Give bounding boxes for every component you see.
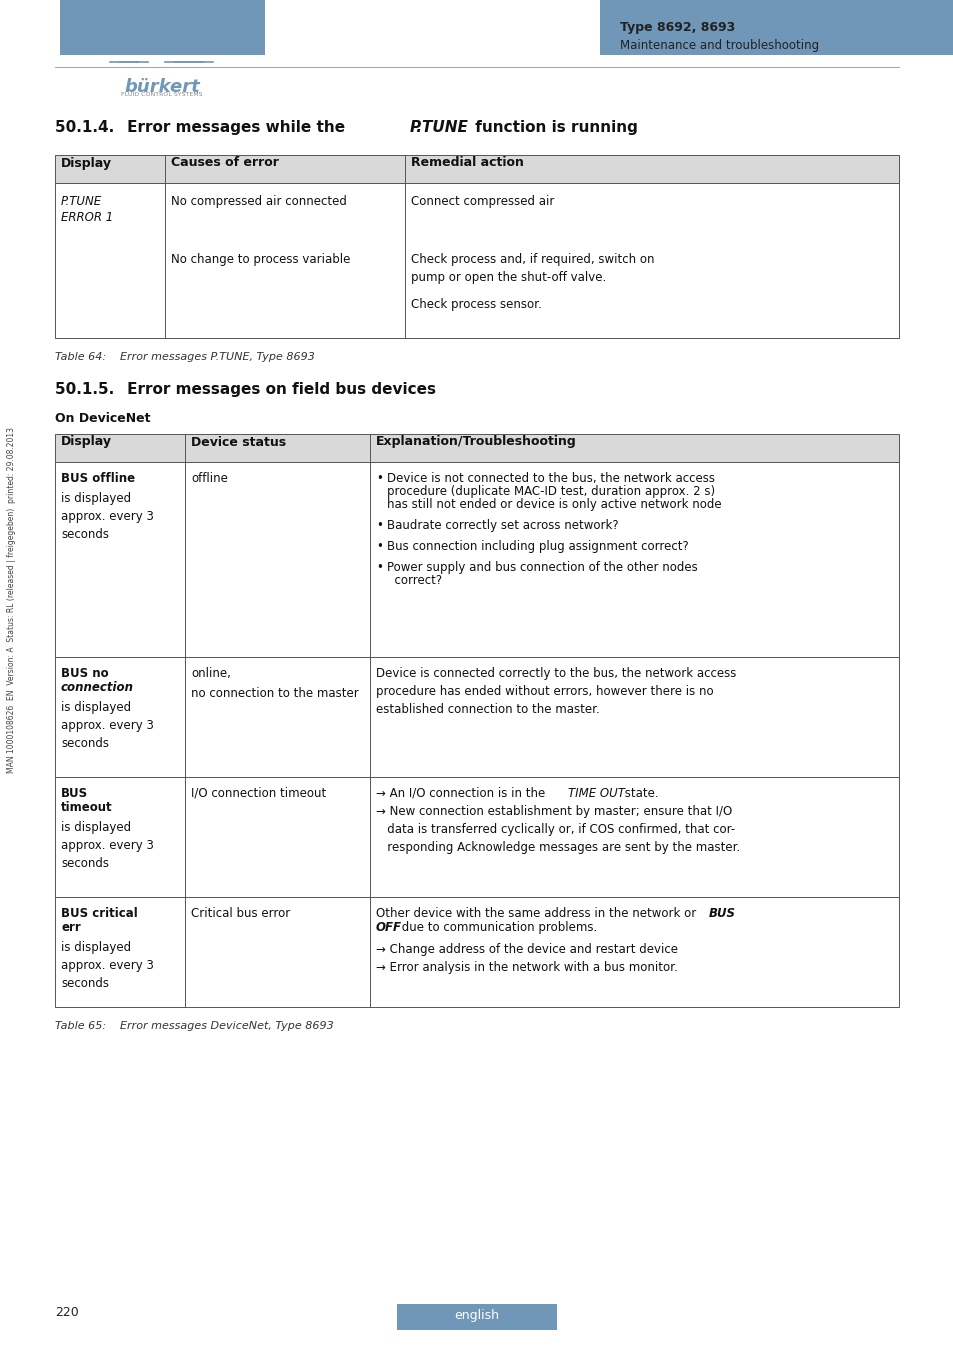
- Text: Check process and, if required, switch on
pump or open the shut-off valve.: Check process and, if required, switch o…: [411, 252, 654, 284]
- Text: 50.1.4.  Error messages while the: 50.1.4. Error messages while the: [55, 120, 350, 135]
- Text: connection: connection: [61, 680, 133, 694]
- Text: Baudrate correctly set across network?: Baudrate correctly set across network?: [387, 518, 618, 532]
- Text: function is running: function is running: [470, 120, 638, 135]
- Text: no connection to the master: no connection to the master: [191, 687, 358, 701]
- Bar: [55, 433, 898, 462]
- Text: Maintenance and troubleshooting: Maintenance and troubleshooting: [619, 39, 819, 51]
- Text: timeout: timeout: [61, 801, 112, 814]
- Text: err: err: [61, 921, 81, 934]
- Text: online,: online,: [191, 667, 231, 680]
- Bar: [55, 462, 898, 657]
- Text: Bus connection including plug assignment correct?: Bus connection including plug assignment…: [387, 540, 688, 553]
- Text: Critical bus error: Critical bus error: [191, 907, 290, 919]
- Text: BUS critical: BUS critical: [61, 907, 137, 919]
- Text: procedure (duplicate MAC-ID test, duration approx. 2 s): procedure (duplicate MAC-ID test, durati…: [387, 485, 715, 498]
- Text: Table 64:: Table 64:: [55, 352, 106, 362]
- Text: bürkert: bürkert: [124, 78, 200, 96]
- Text: offline: offline: [191, 472, 228, 485]
- Text: •: •: [375, 562, 382, 574]
- Text: Other device with the same address in the network or: Other device with the same address in th…: [375, 907, 700, 919]
- Text: → New connection establishment by master; ensure that I/O
   data is transferred: → New connection establishment by master…: [375, 805, 740, 855]
- Text: due to communication problems.: due to communication problems.: [397, 921, 597, 934]
- Text: BUS: BUS: [61, 787, 88, 801]
- Text: Display: Display: [61, 436, 112, 448]
- Text: correct?: correct?: [387, 574, 441, 587]
- Text: → Error analysis in the network with a bus monitor.: → Error analysis in the network with a b…: [375, 961, 677, 973]
- Text: •: •: [375, 472, 382, 485]
- Text: MAN 1000108626  EN  Version: A  Status: RL (released | freigegeben)  printed: 29: MAN 1000108626 EN Version: A Status: RL …: [8, 427, 16, 774]
- Text: TIME OUT: TIME OUT: [567, 787, 624, 801]
- Text: ERROR 1: ERROR 1: [61, 211, 113, 224]
- Text: is displayed
approx. every 3
seconds: is displayed approx. every 3 seconds: [61, 491, 153, 541]
- Text: BUS no: BUS no: [61, 667, 109, 680]
- Text: is displayed
approx. every 3
seconds: is displayed approx. every 3 seconds: [61, 821, 153, 869]
- Text: → Change address of the device and restart device: → Change address of the device and resta…: [375, 944, 678, 956]
- Text: OFF: OFF: [375, 921, 401, 934]
- Text: Power supply and bus connection of the other nodes: Power supply and bus connection of the o…: [387, 562, 697, 574]
- Text: I/O connection timeout: I/O connection timeout: [191, 787, 326, 801]
- Text: BUS: BUS: [708, 907, 735, 919]
- Text: Check process sensor.: Check process sensor.: [411, 298, 541, 311]
- Text: FLUID CONTROL SYSTEMS: FLUID CONTROL SYSTEMS: [121, 92, 203, 97]
- Text: Device is not connected to the bus, the network access: Device is not connected to the bus, the …: [387, 472, 714, 485]
- Text: has still not ended or device is only active network node: has still not ended or device is only ac…: [387, 498, 720, 512]
- Text: state.: state.: [620, 787, 658, 801]
- Text: P.TUNE: P.TUNE: [410, 120, 468, 135]
- Bar: [55, 657, 898, 778]
- Text: Table 65:: Table 65:: [55, 1021, 106, 1031]
- Bar: [55, 896, 898, 1007]
- Text: No change to process variable: No change to process variable: [171, 252, 350, 266]
- Text: Remedial action: Remedial action: [411, 157, 523, 170]
- Text: Explanation/Troubleshooting: Explanation/Troubleshooting: [375, 436, 577, 448]
- Text: On DeviceNet: On DeviceNet: [55, 412, 151, 425]
- Text: No compressed air connected: No compressed air connected: [171, 194, 347, 208]
- Text: Type 8692, 8693: Type 8692, 8693: [619, 22, 735, 35]
- Text: 220: 220: [55, 1305, 79, 1319]
- Text: is displayed
approx. every 3
seconds: is displayed approx. every 3 seconds: [61, 941, 153, 990]
- Bar: [55, 155, 898, 184]
- Text: Display: Display: [61, 157, 112, 170]
- Text: Causes of error: Causes of error: [171, 157, 278, 170]
- Bar: [599, 0, 953, 55]
- Text: Error messages P.TUNE, Type 8693: Error messages P.TUNE, Type 8693: [120, 352, 314, 362]
- Text: → An I/O connection is in the: → An I/O connection is in the: [375, 787, 548, 801]
- Text: Error messages DeviceNet, Type 8693: Error messages DeviceNet, Type 8693: [120, 1021, 334, 1031]
- Text: BUS offline: BUS offline: [61, 472, 135, 485]
- Bar: [396, 1304, 557, 1330]
- Bar: [60, 0, 265, 55]
- Text: Connect compressed air: Connect compressed air: [411, 194, 554, 208]
- Bar: [55, 184, 898, 338]
- Bar: [55, 778, 898, 896]
- Text: is displayed
approx. every 3
seconds: is displayed approx. every 3 seconds: [61, 701, 153, 751]
- Text: english: english: [454, 1310, 499, 1323]
- Text: Device is connected correctly to the bus, the network access
procedure has ended: Device is connected correctly to the bus…: [375, 667, 736, 716]
- Text: •: •: [375, 540, 382, 553]
- Text: P.TUNE: P.TUNE: [61, 194, 102, 208]
- Text: 50.1.5.  Error messages on field bus devices: 50.1.5. Error messages on field bus devi…: [55, 382, 436, 397]
- Text: Device status: Device status: [191, 436, 286, 448]
- Text: •: •: [375, 518, 382, 532]
